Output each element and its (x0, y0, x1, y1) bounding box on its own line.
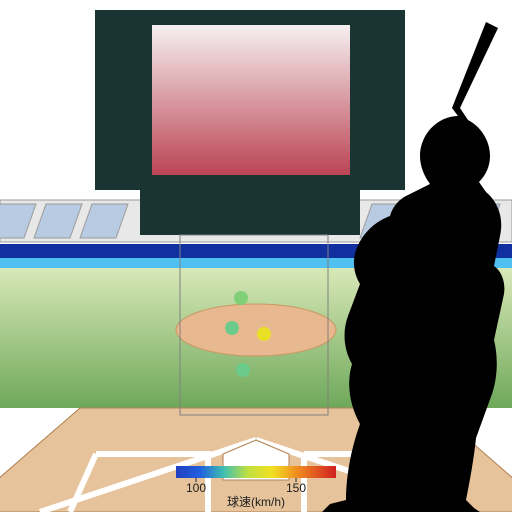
colorbar (176, 466, 336, 478)
colorbar-tick-label: 100 (186, 481, 206, 495)
scoreboard-base (140, 190, 360, 235)
colorbar-tick-label: 150 (286, 481, 306, 495)
pitch-marker (225, 321, 239, 335)
pitch-marker (236, 363, 250, 377)
pitch-marker (257, 327, 271, 341)
colorbar-label: 球速(km/h) (227, 495, 285, 509)
pitch-marker (234, 291, 248, 305)
scoreboard-screen (152, 25, 350, 175)
pitchers-mound (176, 304, 336, 356)
